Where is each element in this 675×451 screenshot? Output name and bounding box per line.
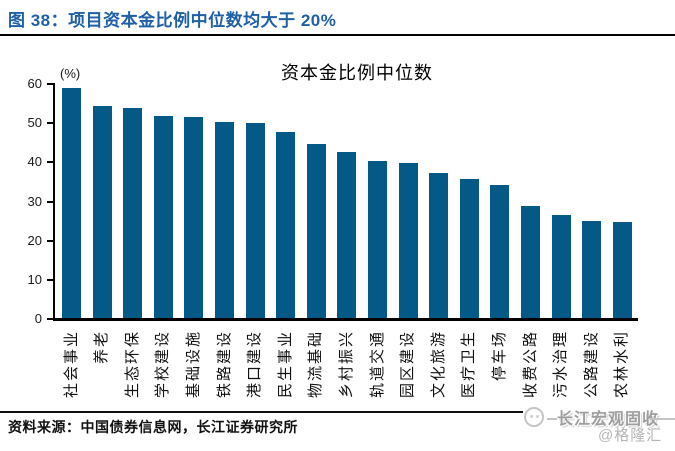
bar-收费公路 [521,205,540,318]
bar-乡村振兴 [337,152,357,318]
x-axis-label: 医疗卫生 [460,330,478,399]
x-axis-label: 污水治理 [552,330,570,399]
x-axis-label: 铁路建设 [215,330,233,399]
x-axis-label: 养老 [93,330,111,365]
bar-污水治理 [551,214,571,318]
y-axis-tick [47,200,53,203]
chart-title: 资本金比例中位数 [281,63,433,83]
bar-物流基础 [306,144,326,318]
y-axis-tick-label: 30 [27,193,42,209]
bar-港口建设 [245,122,265,318]
bar-生态环保 [123,108,143,318]
bar-公路建设 [582,221,602,318]
x-axis-label: 农林水利 [613,330,631,399]
watermark-dash-left [547,418,557,420]
watermark-brand: 长江宏观固收 [557,411,660,428]
y-axis-tick [47,278,53,281]
bar-医疗卫生 [459,178,479,318]
y-axis-tick-label: 0 [34,311,42,326]
bar-园区建设 [398,162,418,318]
y-axis-tick [47,83,53,85]
y-axis-tick-label: 50 [27,115,42,131]
y-axis-tick [47,318,53,320]
x-axis-label: 民生事业 [276,330,294,399]
bar-轨道交通 [368,161,387,318]
bar-养老 [92,106,112,318]
x-axis-label: 港口建设 [246,330,264,399]
bar-农林水利 [612,222,632,318]
x-axis-label: 社会事业 [62,330,80,399]
bar-基础设施 [184,116,204,318]
x-axis-label: 停车场 [490,330,508,382]
title-divider [0,34,675,36]
y-axis-unit-label: (%) [60,66,81,81]
y-axis-line [53,83,55,319]
gelonghui-logo-icon [524,407,544,427]
y-axis-tick [47,161,53,164]
x-axis-label: 文化旅游 [429,330,447,399]
x-axis-label: 生态环保 [123,330,141,399]
y-axis-tick [47,239,53,242]
x-axis-label: 轨道交通 [368,330,386,399]
bar-铁路建设 [215,122,234,318]
bar-学校建设 [153,116,173,318]
y-axis-tick [47,122,53,125]
watermark-handle: @格隆汇 [598,427,663,444]
y-axis-tick-label: 10 [27,271,42,287]
x-axis-label: 公路建设 [582,330,600,399]
x-axis-label: 乡村振兴 [337,330,355,399]
footer-divider [0,411,523,413]
x-axis-label: 物流基础 [307,330,325,399]
x-axis-label: 园区建设 [399,330,417,399]
x-axis-label: 收费公路 [521,330,539,399]
figure-title: 图 38：项目资本金比例中位数均大于 20% [8,11,337,30]
bar-民生事业 [276,131,296,318]
y-axis-tick-label: 20 [27,232,42,248]
y-axis-tick-label: 60 [27,76,42,91]
source-note: 资料来源：中国债券信息网，长江证券研究所 [8,419,298,435]
bar-停车场 [490,184,510,318]
x-axis-label: 基础设施 [184,330,202,399]
y-axis-tick-label: 40 [27,154,42,170]
bar-社会事业 [62,87,81,318]
watermark-dash-right [650,418,675,420]
bar-文化旅游 [429,173,449,318]
x-axis-line [53,318,638,321]
x-axis-label: 学校建设 [154,330,172,399]
